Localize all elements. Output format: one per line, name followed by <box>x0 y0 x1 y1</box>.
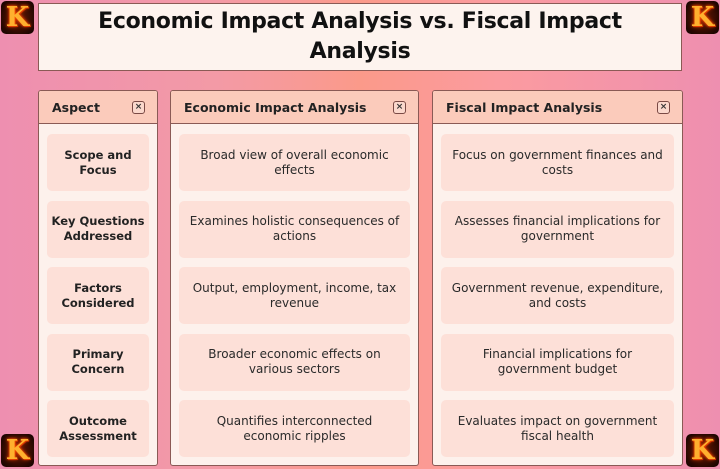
aspect-cell: Key Questions Addressed <box>47 200 149 258</box>
fiscal-cell: Focus on government finances and costs <box>441 134 674 191</box>
close-icon[interactable]: × <box>657 100 670 114</box>
aspect-cell: Outcome Assessment <box>47 400 149 458</box>
cell-list: Broad view of overall economic effects E… <box>171 124 418 458</box>
cell-list: Focus on government finances and costs A… <box>433 124 682 458</box>
panel-aspect: Aspect × Scope and Focus Key Questions A… <box>38 90 158 466</box>
page-title: Economic Impact Analysis vs. Fiscal Impa… <box>98 9 622 64</box>
fiscal-cell: Government revenue, expenditure, and cos… <box>441 267 674 325</box>
logo-icon: K <box>686 434 719 467</box>
aspect-cell: Factors Considered <box>47 267 149 325</box>
fiscal-cell: Assesses financial implications for gove… <box>441 200 674 258</box>
close-icon[interactable]: × <box>132 100 145 114</box>
fiscal-cell: Financial implications for government bu… <box>441 333 674 391</box>
aspect-cell: Primary Concern <box>47 333 149 391</box>
cell-list: Scope and Focus Key Questions Addressed … <box>39 124 157 458</box>
aspect-cell: Scope and Focus <box>47 134 149 191</box>
panel-title: Aspect <box>52 99 100 115</box>
economic-cell: Broad view of overall economic effects <box>179 134 410 191</box>
panel-header: Economic Impact Analysis × <box>171 91 418 124</box>
panel-header: Aspect × <box>39 91 157 124</box>
fiscal-cell: Evaluates impact on government fiscal he… <box>441 400 674 458</box>
economic-cell: Output, employment, income, tax revenue <box>179 267 410 325</box>
logo-icon: K <box>686 1 719 34</box>
economic-cell: Quantifies interconnected economic rippl… <box>179 400 410 458</box>
economic-cell: Broader economic effects on various sect… <box>179 333 410 391</box>
panel-title: Economic Impact Analysis <box>184 99 367 115</box>
logo-icon: K <box>1 434 34 467</box>
title-box: Economic Impact Analysis vs. Fiscal Impa… <box>38 3 682 71</box>
logo-icon: K <box>1 1 34 34</box>
close-icon[interactable]: × <box>393 100 406 114</box>
panel-title: Fiscal Impact Analysis <box>446 99 603 115</box>
panel-economic-impact: Economic Impact Analysis × Broad view of… <box>170 90 419 466</box>
economic-cell: Examines holistic consequences of action… <box>179 200 410 258</box>
panel-header: Fiscal Impact Analysis × <box>433 91 682 124</box>
panel-fiscal-impact: Fiscal Impact Analysis × Focus on govern… <box>432 90 683 466</box>
